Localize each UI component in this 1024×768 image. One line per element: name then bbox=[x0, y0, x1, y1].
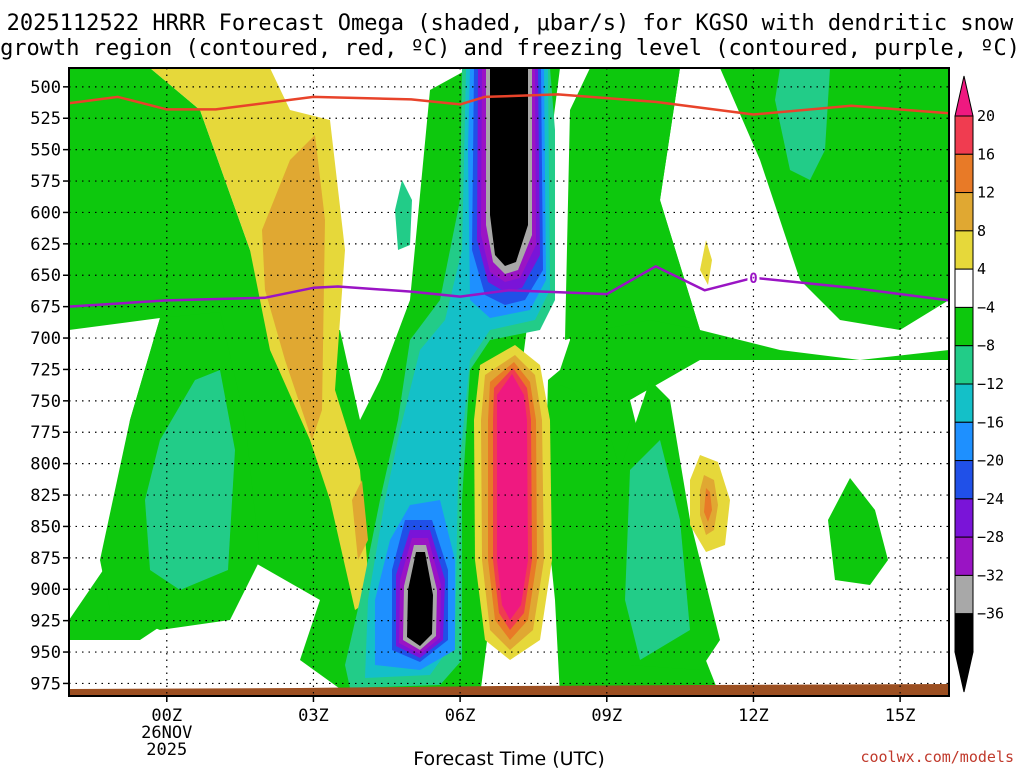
plot-frame bbox=[68, 67, 950, 697]
omega-region-updraft-lower-black bbox=[407, 552, 433, 646]
colorbar-label: 4 bbox=[977, 260, 986, 278]
colorbar-label: 12 bbox=[977, 184, 995, 202]
colorbar-label: −36 bbox=[977, 605, 1004, 623]
colorbar-label: −8 bbox=[977, 337, 995, 355]
colorbar-segment bbox=[954, 613, 974, 653]
colorbar-segment bbox=[954, 383, 974, 423]
colorbar-segment bbox=[954, 268, 974, 308]
chart-title-line1: 2025112522 HRRR Forecast Omega (shaded, … bbox=[7, 11, 1014, 36]
y-tick-label: 925 bbox=[30, 612, 61, 632]
omega-region-neutral-right bbox=[660, 68, 949, 360]
colorbar-label: −4 bbox=[977, 298, 995, 316]
ground-surface bbox=[69, 684, 949, 696]
y-tick-label: 850 bbox=[30, 517, 61, 537]
y-tick-label: 950 bbox=[30, 643, 61, 663]
colorbar-segment bbox=[954, 115, 974, 155]
freezing-level-label: 0 bbox=[749, 271, 757, 287]
omega-region-neutral-low-left bbox=[69, 318, 160, 620]
x-tick-date: 26NOV bbox=[141, 723, 192, 743]
x-tick-label: 00Z bbox=[151, 706, 182, 726]
omega-region-moderate-descent-small bbox=[352, 480, 368, 560]
y-tick-label: 800 bbox=[30, 455, 61, 475]
y-tick-label: 625 bbox=[30, 235, 61, 255]
y-tick-label: 825 bbox=[30, 486, 61, 506]
colorbar: 20 16 12 8 4 −4 −8 −12 −16 −20 −24 −28 −32 −36 bbox=[954, 75, 1004, 693]
y-tick-label: 575 bbox=[30, 172, 61, 192]
colorbar-segment bbox=[954, 230, 974, 270]
x-tick-label: 12Z bbox=[738, 706, 769, 726]
omega-shading bbox=[69, 68, 949, 696]
omega-region-descent-core bbox=[497, 374, 528, 620]
x-tick-label: 09Z bbox=[591, 706, 622, 726]
colorbar-segment bbox=[954, 536, 974, 576]
x-axis-title: Forecast Time (UTC) bbox=[413, 748, 604, 768]
omega-region-ascent-teal-left bbox=[145, 370, 235, 590]
y-tick-label: 675 bbox=[30, 298, 61, 318]
y-tick-label: 525 bbox=[30, 109, 61, 129]
omega-region-updraft-upper-black bbox=[490, 68, 528, 266]
y-tick-label: 775 bbox=[30, 423, 61, 443]
x-tick-label: 06Z bbox=[445, 706, 476, 726]
x-tick-year: 2025 bbox=[146, 740, 187, 760]
colorbar-label: −28 bbox=[977, 528, 1004, 546]
colorbar-segment bbox=[954, 460, 974, 500]
colorbar-segment bbox=[954, 345, 974, 385]
omega-region-neutral-left-lower bbox=[69, 560, 350, 696]
contour-lines: 0 bbox=[68, 93, 950, 308]
y-tick-label: 875 bbox=[30, 549, 61, 569]
y-tick-label: 700 bbox=[30, 329, 61, 349]
colorbar-top-arrow bbox=[954, 75, 974, 117]
grid-lines bbox=[69, 68, 949, 696]
x-tick-label: 15Z bbox=[885, 706, 916, 726]
colorbar-segment bbox=[954, 421, 974, 462]
y-tick-label: 500 bbox=[30, 78, 61, 98]
freezing-level-label-bg bbox=[747, 268, 760, 285]
y-tick-label: 650 bbox=[30, 266, 61, 286]
y-axis-labels: 500 525 550 575 600 625 650 675 700 725 750 775 800 8… bbox=[30, 78, 69, 694]
y-tick-label: 725 bbox=[30, 360, 61, 380]
snow-growth-contour bbox=[68, 93, 950, 116]
omega-region-ascent-teal-topright bbox=[775, 68, 830, 180]
omega-region-ascent-teal-mid bbox=[395, 180, 412, 250]
x-tick-label: 03Z bbox=[298, 706, 329, 726]
freezing-level-contour bbox=[68, 265, 950, 308]
y-tick-label: 600 bbox=[30, 203, 61, 223]
chart-title-line2: growth region (contoured, red, ºC) and f… bbox=[0, 36, 1020, 61]
colorbar-bottom-arrow bbox=[954, 651, 974, 693]
colorbar-label: −12 bbox=[977, 375, 1004, 393]
omega-region-moderate-descent bbox=[262, 135, 325, 440]
colorbar-label: 20 bbox=[977, 107, 995, 125]
colorbar-segment bbox=[954, 574, 974, 615]
colorbar-label: −32 bbox=[977, 566, 1004, 584]
y-tick-label: 900 bbox=[30, 580, 61, 600]
colorbar-segment bbox=[954, 192, 974, 232]
colorbar-label: −24 bbox=[977, 490, 1004, 508]
y-tick-label: 750 bbox=[30, 392, 61, 412]
colorbar-segment bbox=[954, 153, 974, 194]
y-tick-label: 975 bbox=[30, 674, 61, 694]
colorbar-segment bbox=[954, 498, 974, 538]
omega-region-descent-right-core bbox=[704, 488, 712, 522]
colorbar-label: −20 bbox=[977, 452, 1004, 470]
colorbar-label: −16 bbox=[977, 413, 1004, 431]
colorbar-label: 8 bbox=[977, 222, 986, 240]
y-tick-label: 550 bbox=[30, 141, 61, 161]
colorbar-label: 16 bbox=[977, 145, 995, 163]
omega-region-weak-descent-small bbox=[700, 240, 712, 285]
credit-text: coolwx.com/models bbox=[860, 748, 1014, 766]
colorbar-segment bbox=[954, 306, 974, 347]
